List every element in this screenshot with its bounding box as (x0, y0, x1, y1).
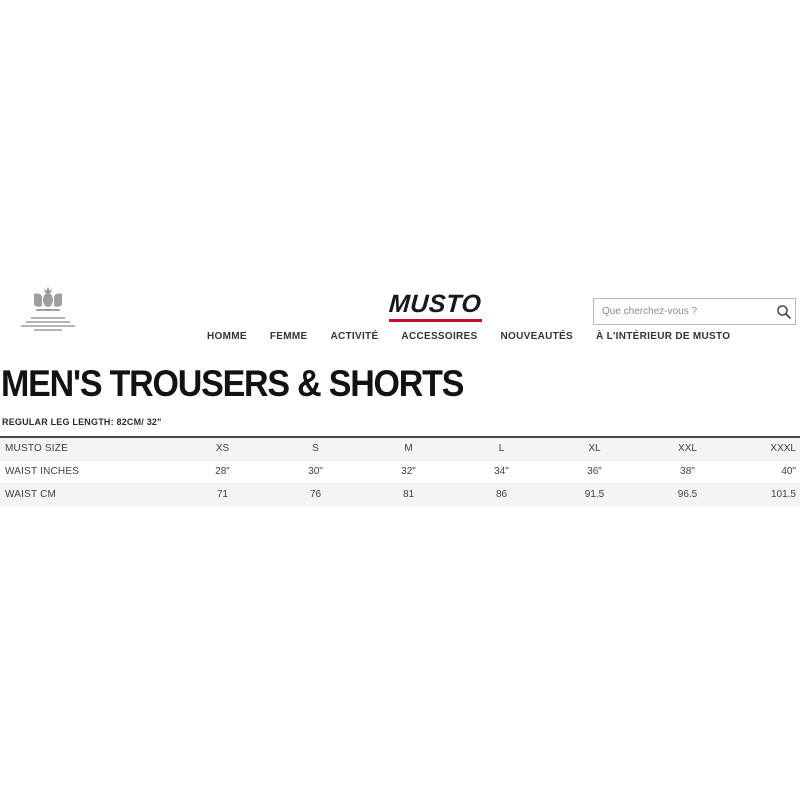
row-label: WAIST INCHES (5, 466, 80, 477)
search-input[interactable] (594, 306, 773, 317)
size-cell: XL (588, 443, 601, 455)
search-icon[interactable] (773, 304, 795, 320)
size-cell: XXL (678, 443, 697, 455)
size-cell: XS (215, 443, 230, 455)
nav-item-nouveautes[interactable]: NOUVEAUTÉS (500, 331, 573, 342)
main-nav: HOMME FEMME ACTIVITÉ ACCESSOIRES NOUVEAU… (207, 331, 730, 342)
size-cell: 40" (781, 466, 796, 477)
leg-length-subtitle: REGULAR LEG LENGTH: 82CM/ 32" (2, 417, 162, 427)
logo-red-underline (389, 319, 482, 322)
size-cell: XXXL (770, 443, 796, 455)
size-cell: L (498, 443, 505, 455)
size-cell: 101.5 (770, 489, 796, 501)
musto-logo[interactable]: MUSTO (388, 290, 483, 322)
nav-item-interieur-musto[interactable]: À L'INTÉRIEUR DE MUSTO (595, 331, 731, 342)
size-cell: M (404, 443, 413, 455)
size-cell: 81 (402, 489, 415, 501)
royal-warrant-caption (18, 317, 78, 331)
size-cell: 86 (495, 489, 508, 501)
table-row-waist-inches: WAIST INCHES 28" 30" 32" 34" 36" 38" 40" (0, 460, 800, 483)
royal-warrant-crest-icon (18, 286, 78, 331)
size-cell: 36" (587, 466, 602, 477)
nav-item-femme[interactable]: FEMME (269, 331, 308, 342)
size-cell: 28" (215, 466, 230, 477)
table-row-waist-cm: WAIST CM 71 76 81 86 91.5 96.5 101.5 (0, 483, 800, 506)
size-cell: 71 (216, 489, 229, 501)
row-label: WAIST CM (5, 489, 57, 501)
nav-item-activite[interactable]: ACTIVITÉ (330, 331, 379, 342)
size-table: MUSTO SIZE XS S M L XL XXL XXXL WAIST IN… (0, 436, 800, 506)
size-cell: 32" (401, 466, 416, 477)
size-table-container: MUSTO SIZE XS S M L XL XXL XXXL WAIST IN… (0, 436, 800, 506)
size-cell: 96.5 (677, 489, 698, 501)
table-row-musto-size: MUSTO SIZE XS S M L XL XXL XXXL (0, 437, 800, 460)
size-cell: 38" (680, 466, 695, 477)
page-title: MEN'S TROUSERS & SHORTS (1, 363, 464, 405)
size-cell: 34" (494, 466, 509, 477)
nav-item-homme[interactable]: HOMME (207, 331, 247, 342)
search-box[interactable] (593, 298, 796, 325)
size-cell: 76 (309, 489, 322, 501)
musto-logo-text: MUSTO (388, 290, 483, 318)
size-cell: 30" (308, 466, 323, 477)
size-cell: S (312, 443, 319, 455)
site-header: MUSTO (0, 285, 800, 347)
row-label: MUSTO SIZE (5, 443, 68, 455)
size-cell: 91.5 (584, 489, 605, 501)
coat-of-arms-icon (34, 287, 62, 311)
nav-item-accessoires[interactable]: ACCESSOIRES (401, 331, 478, 342)
